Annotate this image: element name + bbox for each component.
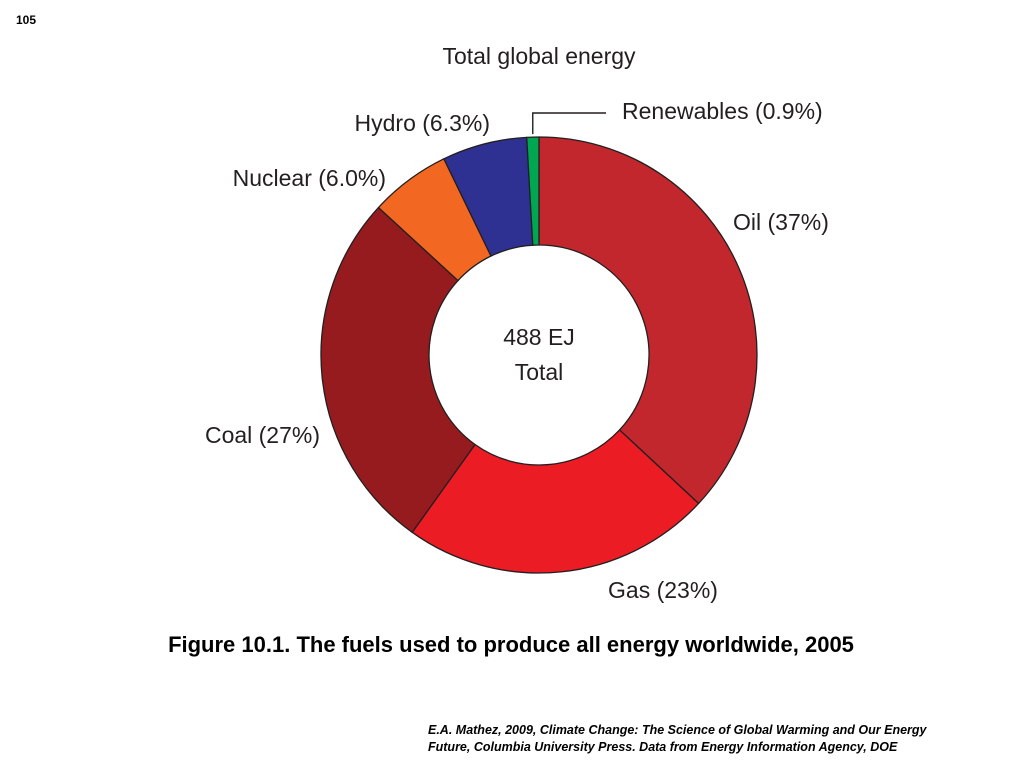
label-gas: Gas (23%) xyxy=(608,577,718,603)
center-total-value: 488 EJ xyxy=(503,324,575,350)
chart-title: Total global energy xyxy=(442,43,636,69)
donut-slices xyxy=(320,136,758,574)
donut-chart: Total global energy Oil (37%) Gas (23%) Co… xyxy=(205,43,829,603)
label-hydro: Hydro (6.3%) xyxy=(355,110,490,136)
slice-coal xyxy=(320,206,476,533)
slice-labels: Oil (37%) Gas (23%) Coal (27%) Nuclear (6.0… xyxy=(205,98,829,603)
source-line-1: E.A. Mathez, 2009, Climate Change: The S… xyxy=(428,723,927,737)
figure-caption: Figure 10.1. The fuels used to produce a… xyxy=(168,632,854,657)
source-citation: E.A. Mathez, 2009, Climate Change: The S… xyxy=(428,722,1018,756)
label-renewables: Renewables (0.9%) xyxy=(622,98,823,124)
center-total-label: Total xyxy=(515,359,564,385)
slice-oil xyxy=(538,136,758,505)
label-nuclear: Nuclear (6.0%) xyxy=(233,165,386,191)
slice-renewables xyxy=(526,136,540,246)
label-coal: Coal (27%) xyxy=(205,422,320,448)
label-oil: Oil (37%) xyxy=(733,209,829,235)
slide-number: 105 xyxy=(16,13,37,27)
leader-line-renewables xyxy=(532,112,606,135)
source-line-2: Future, Columbia University Press. Data … xyxy=(428,740,898,754)
leader-lines xyxy=(532,112,606,135)
slice-gas xyxy=(411,429,700,574)
